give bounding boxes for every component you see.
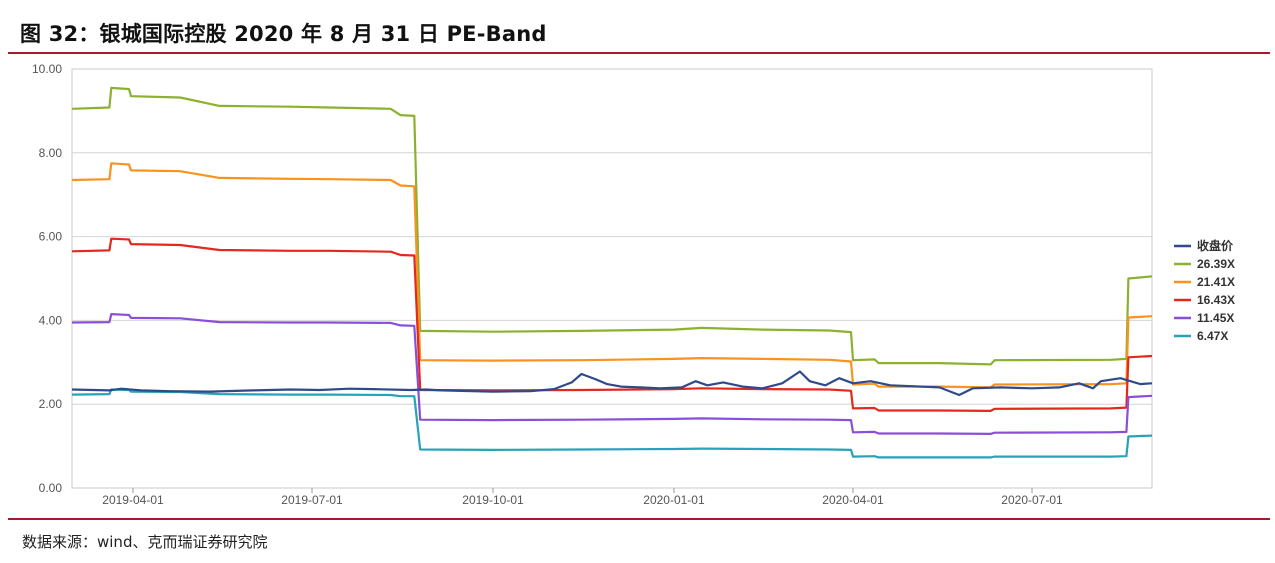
- x-tick-label: 2019-04-01: [102, 493, 164, 507]
- title-rule: [8, 52, 1270, 54]
- y-tick-label: 4.00: [39, 313, 63, 327]
- y-tick-label: 10.00: [32, 62, 62, 76]
- plot-area: [71, 68, 1153, 489]
- footer-rule: [8, 518, 1270, 520]
- series-line-3: [71, 237, 1153, 412]
- legend-label: 11.45X: [1197, 311, 1234, 325]
- series-lines: [71, 86, 1153, 459]
- series-line-4: [71, 313, 1153, 435]
- source-note: 数据来源：wind、克而瑞证券研究院: [22, 533, 268, 551]
- figure-title: 图 32：银城国际控股 2020 年 8 月 31 日 PE-Band: [20, 22, 547, 46]
- legend-label: 收盘价: [1197, 238, 1234, 253]
- legend-label: 26.39X: [1197, 257, 1235, 271]
- x-tick-label: 2020-01-01: [643, 493, 705, 507]
- x-tick-label: 2020-07-01: [1001, 493, 1063, 507]
- gridlines: [72, 152, 1152, 405]
- y-axis: 0.00 2.00 4.00 6.00 8.00 10.00: [32, 62, 62, 495]
- legend-label: 21.41X: [1197, 275, 1235, 289]
- x-tick-label: 2019-07-01: [281, 493, 343, 507]
- legend-label: 16.43X: [1197, 293, 1235, 307]
- x-tick-label: 2019-10-01: [462, 493, 524, 507]
- y-tick-label: 8.00: [39, 146, 63, 160]
- y-tick-label: 0.00: [39, 481, 63, 495]
- legend-label: 6.47X: [1197, 329, 1228, 343]
- y-tick-label: 6.00: [39, 230, 63, 244]
- y-tick-label: 2.00: [39, 397, 63, 411]
- x-axis: 2019-04-01 2019-07-01 2019-10-01 2020-01-01…: [102, 488, 1063, 507]
- legend: 收盘价 26.39X 21.41X 16.43X 11.45X 6.47X: [1174, 238, 1235, 343]
- series-line-0: [71, 370, 1153, 397]
- x-tick-label: 2020-04-01: [822, 493, 884, 507]
- series-line-1: [71, 86, 1153, 366]
